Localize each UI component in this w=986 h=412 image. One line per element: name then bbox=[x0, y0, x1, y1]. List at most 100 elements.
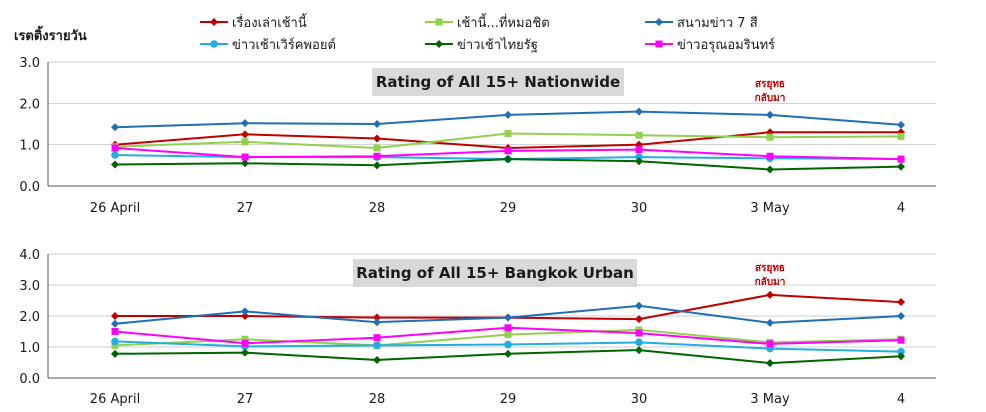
data-point bbox=[766, 359, 774, 368]
data-point bbox=[504, 147, 512, 155]
data-point bbox=[111, 349, 119, 358]
data-point bbox=[373, 134, 381, 143]
x-tick-label: 27 bbox=[237, 201, 254, 216]
data-point bbox=[766, 290, 774, 299]
data-point bbox=[241, 312, 249, 320]
data-point bbox=[241, 159, 249, 168]
data-point bbox=[241, 307, 249, 316]
annotation-label: กลับมา bbox=[755, 276, 786, 288]
data-point bbox=[635, 146, 643, 154]
legend-label: ข่าวเช้าเวิร์คพอยต์ bbox=[232, 37, 336, 53]
x-tick-label: 29 bbox=[500, 201, 517, 216]
data-point bbox=[635, 131, 643, 139]
y-tick-label: 3.0 bbox=[19, 279, 40, 294]
data-point bbox=[111, 312, 119, 320]
y-tick-label: 1.0 bbox=[19, 139, 40, 154]
x-tick-label: 29 bbox=[500, 392, 517, 407]
data-point bbox=[241, 335, 249, 343]
data-point bbox=[635, 315, 643, 324]
panel-title: Rating of All 15+ Nationwide bbox=[376, 73, 620, 91]
legend-item: ข่าวเช้าไทยรัฐ bbox=[425, 37, 538, 53]
data-point bbox=[373, 313, 381, 322]
data-point bbox=[635, 338, 643, 347]
data-point bbox=[897, 336, 905, 344]
data-point bbox=[766, 318, 774, 327]
legend-marker bbox=[655, 40, 663, 48]
data-point bbox=[504, 349, 512, 358]
data-point bbox=[111, 341, 119, 349]
data-point bbox=[504, 313, 512, 322]
legend-item: ข่าวอรุณอมรินทร์ bbox=[645, 37, 775, 53]
data-point bbox=[504, 324, 512, 332]
y-tick-label: 1.0 bbox=[19, 341, 40, 356]
annotation-label: สรยุทธ bbox=[755, 263, 785, 274]
x-tick-label: 27 bbox=[237, 392, 254, 407]
legend-label: เช้านี้...ที่หมอชิต bbox=[457, 13, 550, 31]
data-point bbox=[504, 155, 512, 164]
x-tick-label: 28 bbox=[369, 392, 386, 407]
data-point bbox=[897, 352, 905, 361]
y-tick-label: 2.0 bbox=[19, 310, 40, 325]
data-point bbox=[635, 153, 643, 161]
data-point bbox=[766, 165, 774, 174]
series bbox=[111, 155, 905, 174]
data-point bbox=[111, 328, 119, 335]
x-tick-label: 3 May bbox=[750, 392, 790, 407]
legend-marker bbox=[210, 40, 218, 48]
data-point bbox=[635, 301, 643, 310]
data-point bbox=[373, 161, 381, 170]
y-tick-label: 0.0 bbox=[19, 180, 40, 195]
legend-marker bbox=[435, 18, 443, 26]
y-tick-label: 4.0 bbox=[19, 248, 40, 263]
data-point bbox=[766, 133, 774, 141]
series bbox=[111, 107, 905, 132]
data-point bbox=[766, 340, 774, 348]
data-point bbox=[373, 356, 381, 365]
legend-marker bbox=[210, 18, 218, 26]
data-point bbox=[241, 153, 249, 161]
legend-item: ข่าวเช้าเวิร์คพอยต์ bbox=[200, 37, 336, 53]
data-point bbox=[504, 110, 512, 119]
data-point bbox=[241, 119, 249, 128]
legend-item: เรื่องเล่าเช้านี้ bbox=[200, 13, 307, 31]
data-point bbox=[635, 107, 643, 116]
x-tick-label: 28 bbox=[369, 201, 386, 216]
data-point bbox=[373, 144, 381, 152]
data-point bbox=[111, 144, 119, 152]
legend-label: สนามข่าว 7 สี bbox=[677, 15, 758, 31]
data-point bbox=[897, 132, 905, 140]
data-point bbox=[504, 331, 512, 339]
legend-marker bbox=[655, 18, 663, 26]
data-point bbox=[373, 341, 381, 350]
data-point bbox=[111, 151, 119, 159]
data-point bbox=[766, 110, 774, 119]
legend-marker bbox=[435, 40, 443, 48]
x-tick-label: 26 April bbox=[90, 201, 140, 216]
data-point bbox=[897, 298, 905, 307]
data-point bbox=[897, 162, 905, 171]
data-point bbox=[635, 329, 643, 337]
legend-label: เรื่องเล่าเช้านี้ bbox=[232, 13, 307, 31]
data-point bbox=[373, 318, 381, 327]
legend-item: สนามข่าว 7 สี bbox=[645, 15, 758, 31]
panel-nationwide: 0.0 1.0 2.0 3.0 26 April 27 28 29 30 3 May 4 Rating… bbox=[19, 56, 936, 216]
data-point bbox=[766, 152, 774, 160]
panel-title-box bbox=[372, 68, 624, 96]
panel-title: Rating of All 15+ Bangkok Urban bbox=[356, 264, 634, 282]
legend-label: ข่าวเช้าไทยรัฐ bbox=[457, 37, 538, 53]
y-tick-label: 3.0 bbox=[19, 56, 40, 71]
legend-label: ข่าวอรุณอมรินทร์ bbox=[677, 37, 775, 53]
data-point bbox=[373, 120, 381, 128]
data-point bbox=[111, 337, 119, 346]
data-point bbox=[897, 155, 905, 163]
data-point bbox=[504, 130, 512, 138]
data-point bbox=[897, 347, 905, 356]
panel-bangkok-urban: 0.0 1.0 2.0 3.0 4.0 26 April 27 28 29 30 3 May 4 Rat… bbox=[19, 248, 936, 407]
annotation-label: กลับมา bbox=[755, 92, 786, 104]
data-point bbox=[111, 319, 119, 328]
data-point bbox=[241, 348, 249, 357]
x-tick-label: 4 bbox=[897, 392, 905, 407]
data-point bbox=[635, 346, 643, 355]
